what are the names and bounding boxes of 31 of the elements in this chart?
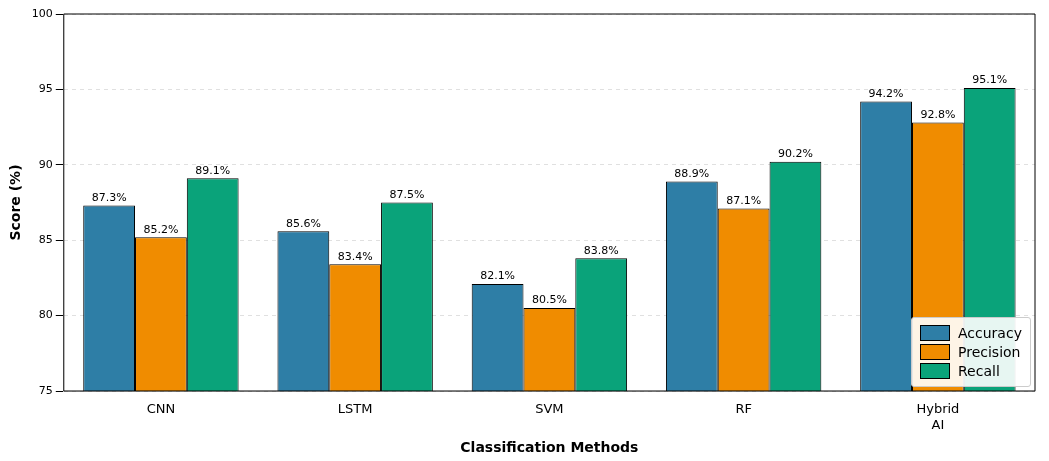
x-tick-label: Hybrid AI — [916, 401, 960, 432]
y-tick-label: 90 — [38, 157, 53, 171]
data-label: 83.4% — [337, 249, 373, 263]
data-label: 94.2% — [868, 86, 904, 100]
x-tick-label: LSTM — [337, 401, 373, 417]
legend-label: Accuracy — [958, 325, 1022, 341]
y-tick-label: 85 — [38, 233, 53, 247]
data-label: 83.8% — [583, 243, 619, 257]
data-label: 85.6% — [285, 216, 321, 230]
data-label: 87.3% — [91, 190, 127, 204]
data-label: 87.5% — [389, 187, 425, 201]
y-tick-label: 75 — [38, 383, 53, 397]
data-label: 80.5% — [531, 293, 567, 307]
data-label: 85.2% — [143, 222, 179, 236]
data-label: 92.8% — [920, 107, 956, 121]
x-tick-label: RF — [735, 401, 752, 417]
y-tick-label: 95 — [38, 82, 53, 96]
data-label: 82.1% — [480, 269, 516, 283]
data-label: 87.1% — [726, 193, 762, 207]
y-axis-title: Score (%) — [7, 164, 24, 241]
data-label: 89.1% — [195, 163, 231, 177]
x-tick-label: CNN — [146, 401, 176, 417]
x-axis-title: Classification Methods — [460, 439, 639, 456]
legend-label: Recall — [958, 363, 1000, 379]
x-tick-label: SVM — [535, 401, 564, 417]
data-label: 88.9% — [674, 166, 710, 180]
data-label: 95.1% — [972, 73, 1008, 87]
y-tick-label: 100 — [31, 6, 53, 20]
y-tick-label: 80 — [38, 308, 53, 322]
data-label: 90.2% — [777, 147, 813, 161]
legend-label: Precision — [958, 344, 1021, 360]
